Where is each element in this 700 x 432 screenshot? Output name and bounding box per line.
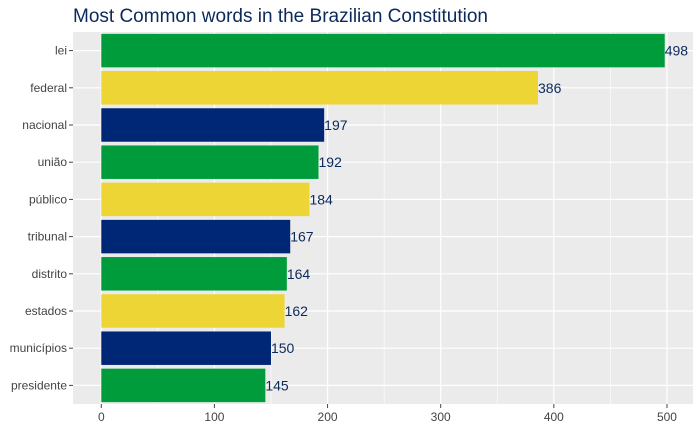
x-tick-label: 100	[204, 410, 224, 424]
data-label: 167	[290, 229, 314, 245]
x-tick-label: 300	[431, 410, 451, 424]
category-label: união	[38, 155, 68, 169]
category-label: público	[29, 192, 67, 206]
bar	[101, 331, 271, 365]
category-label: federal	[30, 81, 67, 95]
data-label: 164	[287, 266, 311, 282]
bar	[101, 294, 285, 328]
bar	[101, 219, 291, 254]
x-tick-label: 400	[544, 410, 564, 424]
category-label: lei	[55, 44, 67, 58]
x-axis: 0 100 200 300 400 500	[98, 404, 677, 424]
category-label: tribunal	[28, 230, 67, 244]
data-label: 184	[309, 191, 333, 207]
bars: 498 386 197 192 184 167 164 162 150 145	[101, 33, 689, 403]
category-label: presidente	[11, 378, 67, 392]
x-tick-label: 500	[657, 410, 677, 424]
data-label: 162	[285, 303, 309, 319]
category-label: estados	[25, 304, 67, 318]
x-tick-label: 0	[98, 410, 105, 424]
bar	[101, 71, 538, 105]
bar	[101, 108, 325, 142]
bar	[101, 145, 319, 179]
data-label: 150	[271, 340, 295, 356]
chart-title: Most Common words in the Brazilian Const…	[73, 6, 488, 27]
data-label: 386	[538, 80, 562, 96]
bar	[101, 368, 266, 403]
category-label: nacional	[22, 118, 67, 132]
bar	[101, 33, 665, 68]
category-labels: lei federal nacional união público tribunal di…	[10, 44, 73, 392]
bar	[101, 182, 310, 217]
data-label: 145	[265, 377, 289, 393]
bar	[101, 257, 287, 291]
x-tick-label: 200	[318, 410, 338, 424]
data-label: 192	[319, 154, 343, 170]
data-label: 498	[665, 43, 689, 59]
category-label: distrito	[32, 267, 68, 281]
data-label: 197	[324, 117, 348, 133]
category-label: municípios	[10, 341, 67, 355]
